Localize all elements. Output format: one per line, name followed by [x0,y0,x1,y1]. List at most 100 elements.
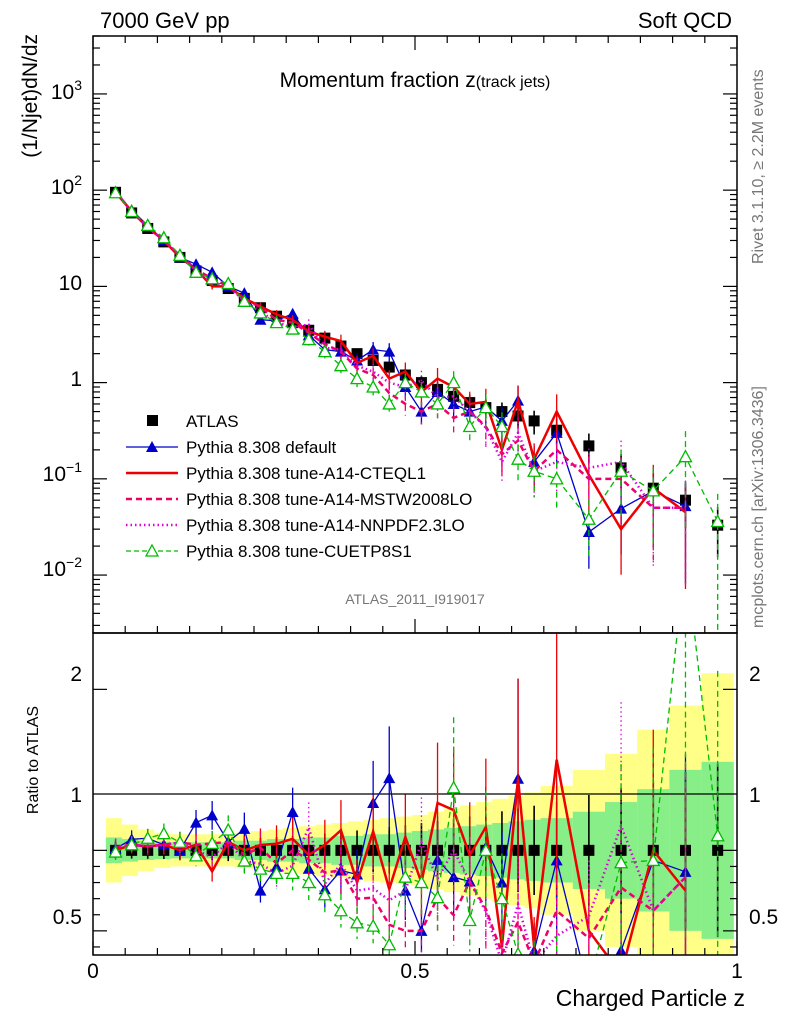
ratio-data-point [462,913,477,927]
ratio-data-point [269,865,284,879]
ratio-plot-series [108,633,725,968]
legend-label: Pythia 8.308 tune-A14-NNPDF2.3LO [186,516,465,535]
ratio-data-point [190,816,203,828]
legend-label: Pythia 8.308 tune-A14-CTEQL1 [186,464,426,483]
ratio-data-point [712,844,724,856]
energy-label: 7000 GeV pp [100,8,230,33]
legend-entry: ATLAS [147,412,239,431]
data-point [383,361,395,373]
data-point [317,344,332,358]
data-point [269,315,284,329]
data-point [221,276,236,290]
ratio-axis-label: Ratio to ATLAS [25,706,42,814]
ratio-series-line [115,840,687,955]
y-tick-label: 103 [51,77,82,104]
data-point [527,463,542,477]
data-point [382,396,397,410]
analysis-id: ATLAS_2011_I919017 [345,591,485,607]
data-point [254,313,267,325]
ratio-data-point [383,772,396,784]
data-point [528,415,540,427]
ratio-data-point [528,957,540,968]
data-point [678,449,693,463]
ratio-data-point [172,834,188,848]
ratio-data-point [221,822,236,836]
x-axis-label: Charged Particle z [556,985,745,1011]
legend-label: Pythia 8.308 default [186,438,337,457]
ratio-data-point [285,865,300,879]
y-tick-labels: 10−2 10−1 1 10 102 103 [43,77,83,581]
ratio-data-point [646,853,661,867]
plot-title-sub: (track jets) [476,74,551,91]
ratio-data-point [237,853,252,867]
series-line [114,190,686,510]
data-point [510,451,526,465]
ratio-data-point [317,887,332,901]
legend-entry: Pythia 8.308 tune-A14-CTEQL1 [126,464,426,483]
legend-swatch-atlas [147,415,158,426]
data-point [583,440,595,452]
data-point [613,463,629,477]
data-point [349,371,365,385]
legend-label: Pythia 8.308 tune-A14-MSTW2008LO [186,490,472,509]
data-point [549,471,564,485]
axis-ticks [92,35,738,955]
legend-label: Pythia 8.308 tune-CUETP8S1 [186,542,412,561]
ratio-data-point [613,855,629,869]
ratio-data-point [206,809,219,821]
plot-title-main: Momentum fraction z [280,69,476,92]
ratio-data-point [414,875,429,889]
data-point [205,271,220,285]
ratio-data-point [254,884,267,896]
legend-label: ATLAS [186,412,239,431]
ratio-data-point [430,890,445,904]
ratio-series-line [115,759,687,955]
data-point [430,396,445,410]
ratio-data-point [188,848,204,862]
ratio-tick-label-left: 0.5 [53,906,82,929]
ratio-tick-labels: 0.5 1 2 0.5 1 2 [53,663,778,929]
legend-swatch-marker [146,441,158,452]
ratio-tick-label-left: 2 [70,663,82,686]
data-point [478,400,493,414]
main-plot-series [108,185,725,633]
ratio-data-point [301,875,316,889]
ratio-data-point [494,891,510,905]
ratio-data-point [333,903,349,917]
ratio-tick-label-left: 1 [70,784,82,807]
data-point [398,375,413,389]
legend-entry: Pythia 8.308 tune-A14-MSTW2008LO [126,490,472,509]
data-point [172,248,188,262]
ratio-data-point [383,844,395,856]
ratio-tick-label-right: 0.5 [749,906,778,929]
data-point [333,358,349,372]
ratio-data-point [206,844,218,856]
legend-entry: Pythia 8.308 tune-CUETP8S1 [126,542,412,561]
data-point [237,293,252,307]
legend: ATLAS Pythia 8.308 default Pythia 8.308 … [126,412,472,561]
plot-title: Momentum fraction z(track jets) [280,69,551,92]
data-point [188,264,204,278]
data-point [446,375,461,389]
x-tick-labels: 0 0.5 1 [87,960,743,983]
data-point [414,384,429,398]
y-tick-label: 1 [70,368,82,391]
data-point [156,230,171,244]
legend-entry: Pythia 8.308 tune-A14-NNPDF2.3LO [126,516,465,535]
ratio-data-point [446,780,461,794]
data-point [140,218,155,232]
series-line [115,192,719,522]
y-tick-label: 10−2 [43,554,83,581]
data-point [253,305,268,319]
data-point [285,321,300,335]
ratio-data-point [108,844,123,858]
data-point [462,419,477,433]
ratio-data-point [398,869,413,883]
ratio-data-point [156,826,171,840]
data-point [366,379,381,393]
rivet-version-label: Rivet 3.1.10, ≥ 2.2M events [750,69,767,264]
ratio-data-point [555,953,558,955]
ratio-series-line [115,821,687,955]
x-tick-label: 1 [731,960,743,983]
